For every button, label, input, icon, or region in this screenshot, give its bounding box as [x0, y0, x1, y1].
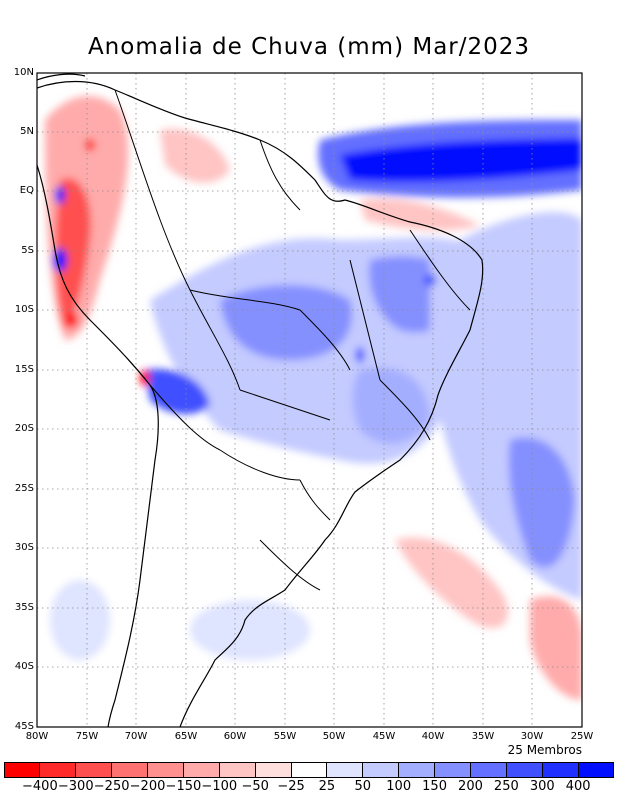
color-scale-swatch [543, 762, 579, 778]
lon-label: 65W [174, 731, 198, 742]
color-scale-tick-label: −25 [277, 779, 305, 794]
negative-anomaly-venezuela [160, 129, 230, 183]
lat-label: 20S [14, 423, 34, 434]
color-scale-swatch [147, 762, 184, 778]
color-scale-swatch [399, 762, 436, 778]
color-scale-bar [4, 762, 614, 778]
color-scale-tick-label: 250 [493, 779, 519, 794]
color-scale-swatch [183, 762, 220, 778]
lon-label: 35W [471, 731, 495, 742]
lon-label: 80W [25, 731, 49, 742]
lat-label: 30S [14, 542, 34, 553]
lat-label: 40S [14, 661, 34, 672]
color-scale-tick-label: −200 [129, 779, 166, 794]
negative-anomaly-south-atlantic [395, 537, 509, 629]
lat-label: EQ [19, 185, 34, 196]
negative-anomaly-southeast-corner [530, 596, 582, 700]
anomaly-field [45, 96, 582, 700]
color-scale-swatch [435, 762, 472, 778]
color-scale-tick-label: 25 [318, 779, 336, 794]
south-america-coast [37, 80, 484, 727]
color-scale-swatch [255, 762, 292, 778]
negative-anomaly-andes-core [55, 178, 91, 330]
lon-label: 40W [421, 731, 445, 742]
lat-label: 45S [14, 721, 34, 732]
color-scale-swatch [39, 762, 76, 778]
lon-label: 45W [372, 731, 396, 742]
lat-label: 15S [14, 364, 34, 375]
positive-anomaly-itcz-core [340, 138, 582, 182]
lat-label: 10N [13, 67, 34, 78]
map-title: Anomalia de Chuva (mm) Mar/2023 [87, 34, 531, 60]
color-scale-tick-label: 150 [422, 779, 447, 794]
color-scale-tick-label: −150 [165, 779, 202, 794]
color-scale-swatch [471, 762, 508, 778]
positive-anomaly-core-center [220, 285, 352, 360]
color-scale-swatch [579, 762, 614, 778]
positive-anomaly-south-atlantic-core [508, 437, 575, 568]
color-scale-swatch [111, 762, 148, 778]
lat-label: 5S [21, 245, 34, 256]
color-scale-tick-label: −50 [241, 779, 269, 794]
color-scale-swatch [291, 762, 328, 778]
lat-label: 5N [20, 126, 34, 137]
lon-label: 25W [570, 731, 594, 742]
color-scale-tick-label: 100 [386, 779, 412, 794]
color-scale-tick-label: 200 [458, 779, 483, 794]
color-scale-swatch [507, 762, 544, 778]
color-scale-tick-label: 300 [529, 779, 555, 794]
color-scale-tick-label: −250 [93, 779, 130, 794]
color-scale-tick-label: 400 [565, 779, 591, 794]
color-scale-tick-label: −300 [57, 779, 94, 794]
ensemble-members-label: 25 Membros [507, 743, 582, 757]
central-america [37, 73, 86, 81]
lon-label: 30W [520, 731, 544, 742]
lon-label: 70W [124, 731, 148, 742]
color-scale-swatch [4, 762, 40, 778]
color-scale-tick-label: −100 [201, 779, 238, 794]
graticule [37, 73, 582, 727]
lon-label: 60W [223, 731, 247, 742]
lat-label: 35S [14, 602, 34, 613]
coastlines [37, 73, 484, 727]
color-scale-tick-label: −400 [22, 779, 58, 794]
positive-anomaly-bolivia [145, 369, 210, 415]
rainfall-anomaly-map [36, 72, 583, 728]
negative-anomaly-north-coast [360, 198, 480, 231]
lat-label: 10S [14, 304, 34, 315]
color-scale-swatch [363, 762, 400, 778]
lon-label: 55W [273, 731, 297, 742]
color-scale-swatch [327, 762, 364, 778]
lat-label: 25S [14, 483, 34, 494]
lon-label: 50W [322, 731, 346, 742]
country-borders [114, 89, 471, 591]
color-scale-swatch [75, 762, 112, 778]
positive-anomaly-bahia [352, 367, 430, 444]
color-scale-tick-label: 50 [354, 779, 372, 794]
lon-label: 75W [75, 731, 99, 742]
map-frame [36, 72, 583, 728]
color-scale-swatch [219, 762, 256, 778]
